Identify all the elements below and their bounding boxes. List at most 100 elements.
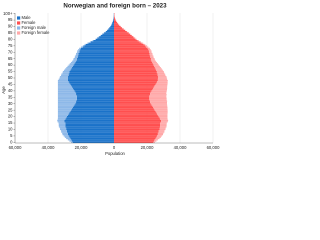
bar <box>114 64 154 66</box>
bar <box>148 51 152 53</box>
bar <box>114 49 149 51</box>
y-tick-label: 90 <box>8 24 13 29</box>
bar <box>57 104 75 106</box>
bar <box>65 126 114 128</box>
bar <box>66 131 114 133</box>
bar <box>68 81 114 83</box>
legend-label: Male <box>22 15 32 20</box>
bar <box>114 99 150 101</box>
bar <box>114 24 120 26</box>
bar <box>78 49 81 51</box>
bar <box>114 78 158 80</box>
bar <box>88 42 114 44</box>
bar <box>67 78 114 80</box>
chart: Norwegian and foreign born – 2023 Age Po… <box>1 2 220 157</box>
bar <box>61 74 69 77</box>
bar <box>64 121 114 123</box>
bar <box>65 68 72 70</box>
bar <box>149 95 167 97</box>
bar <box>114 82 157 84</box>
y-tick-label: 20 <box>8 114 13 119</box>
bar <box>157 113 168 115</box>
bar <box>114 103 151 105</box>
bar <box>151 90 167 92</box>
bar <box>114 46 147 48</box>
bar <box>75 103 114 105</box>
bar <box>114 114 158 116</box>
bar <box>64 136 70 138</box>
bar <box>57 121 65 123</box>
y-tick-label: 45 <box>8 82 13 87</box>
y-axis-label: Age <box>1 86 6 94</box>
bar <box>66 117 114 119</box>
bar <box>114 106 154 109</box>
bar <box>114 40 138 42</box>
bar <box>57 97 77 100</box>
bar <box>160 118 168 120</box>
bar <box>76 60 114 62</box>
bar <box>114 51 149 53</box>
bar <box>158 130 165 132</box>
bar <box>150 103 167 105</box>
bar <box>66 115 114 118</box>
bar <box>114 67 155 69</box>
x-tick-label: 40,000 <box>42 145 55 150</box>
bar <box>153 141 155 143</box>
bar <box>114 97 150 100</box>
x-tick-label: 0 <box>113 145 116 150</box>
bar <box>114 110 156 113</box>
bar <box>153 108 168 110</box>
bar <box>75 91 114 93</box>
bar <box>114 68 156 70</box>
bar <box>159 128 166 131</box>
bar <box>114 132 158 134</box>
bar <box>108 28 114 30</box>
bar <box>159 117 168 119</box>
bar <box>132 36 134 38</box>
bar <box>157 135 162 137</box>
bar <box>70 69 114 71</box>
bar <box>99 36 114 38</box>
bar <box>160 126 167 128</box>
bar <box>114 87 154 89</box>
y-tick-label: 30 <box>8 101 13 106</box>
bar <box>150 92 167 95</box>
bar <box>112 22 114 24</box>
bar <box>110 25 114 28</box>
y-tick-label: 65 <box>8 56 13 61</box>
bar <box>160 123 167 125</box>
bar <box>72 141 114 143</box>
bar <box>73 105 114 107</box>
bar <box>80 49 114 51</box>
bar <box>81 46 83 48</box>
bar <box>67 65 73 68</box>
bar <box>114 100 151 102</box>
bar <box>149 96 167 98</box>
bar <box>152 105 168 107</box>
bar <box>154 139 158 141</box>
bar <box>70 61 76 64</box>
bar <box>114 105 153 107</box>
bar <box>158 76 167 78</box>
bar <box>57 85 72 87</box>
bar <box>114 16 115 19</box>
bar <box>76 99 114 101</box>
bar <box>114 92 151 95</box>
bar <box>114 88 153 91</box>
y-tick-label: 40 <box>8 88 13 93</box>
bar <box>57 92 77 95</box>
bar <box>114 127 160 129</box>
bar <box>156 70 164 73</box>
bar <box>114 55 151 57</box>
bar <box>114 63 153 65</box>
bar <box>76 101 114 104</box>
bar <box>102 33 114 35</box>
bar <box>114 128 160 131</box>
bar <box>114 69 157 71</box>
bar <box>139 41 142 43</box>
bar <box>107 29 114 32</box>
bar <box>62 133 68 136</box>
bar <box>62 72 70 74</box>
bar <box>114 56 151 59</box>
y-tick-label: 0 <box>10 139 13 144</box>
